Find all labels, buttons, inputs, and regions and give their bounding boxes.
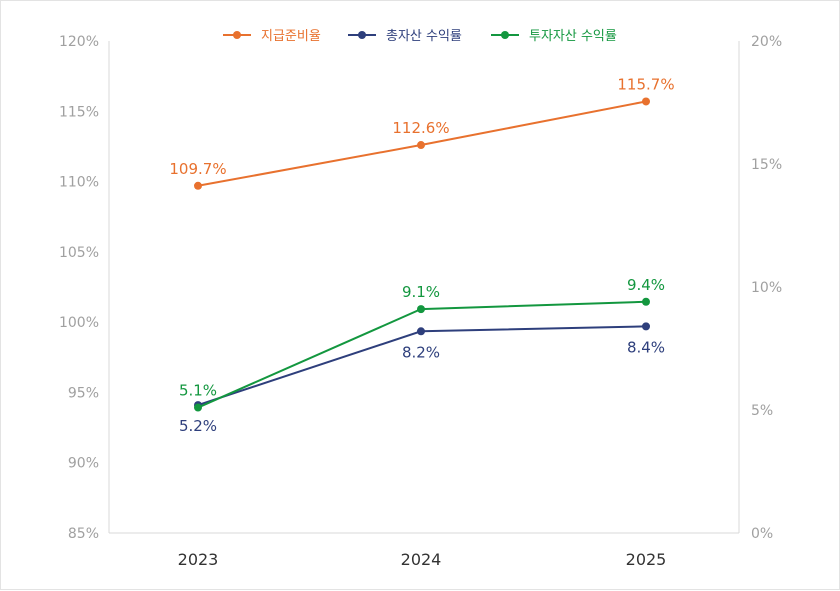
right-tick-label: 10% [751,280,782,296]
legend-marker [501,31,509,39]
data-label: 9.4% [627,276,665,294]
left-tick-label: 120% [59,34,99,50]
left-tick-label: 85% [68,526,99,542]
data-label: 112.6% [392,119,449,137]
left-tick-label: 105% [59,245,99,261]
right-tick-label: 20% [751,34,782,50]
data-point [642,322,650,331]
legend-label: 총자산 수익률 [386,29,462,44]
right-tick-label: 5% [751,403,773,419]
left-tick-label: 90% [68,456,99,472]
x-tick-label: 2023 [178,550,219,569]
data-label: 5.1% [179,382,217,400]
right-tick-label: 15% [751,157,782,173]
data-label: 5.2% [179,417,217,435]
legend-marker [358,31,366,39]
left-tick-label: 110% [59,175,99,191]
x-tick-label: 2025 [626,550,667,569]
series-line [197,325,647,407]
data-point [642,97,650,106]
left-tick-label: 115% [59,104,99,120]
data-label: 8.4% [627,338,665,356]
legend-label: 지급준비율 [261,29,321,44]
legend-label: 투자자산 수익률 [529,29,617,44]
right-tick-label: 0% [751,526,773,542]
data-point [194,181,202,190]
data-point [417,141,425,150]
data-point [417,327,425,336]
legend-marker [233,31,241,39]
data-label: 115.7% [617,75,674,93]
left-tick-label: 100% [59,315,99,331]
data-point [642,297,650,306]
left-tick-label: 95% [68,385,99,401]
data-label: 8.2% [402,343,440,361]
data-point [194,403,202,412]
data-label: 109.7% [169,160,226,178]
data-label: 9.1% [402,283,440,301]
data-point [417,305,425,314]
x-tick-label: 2024 [401,550,442,569]
